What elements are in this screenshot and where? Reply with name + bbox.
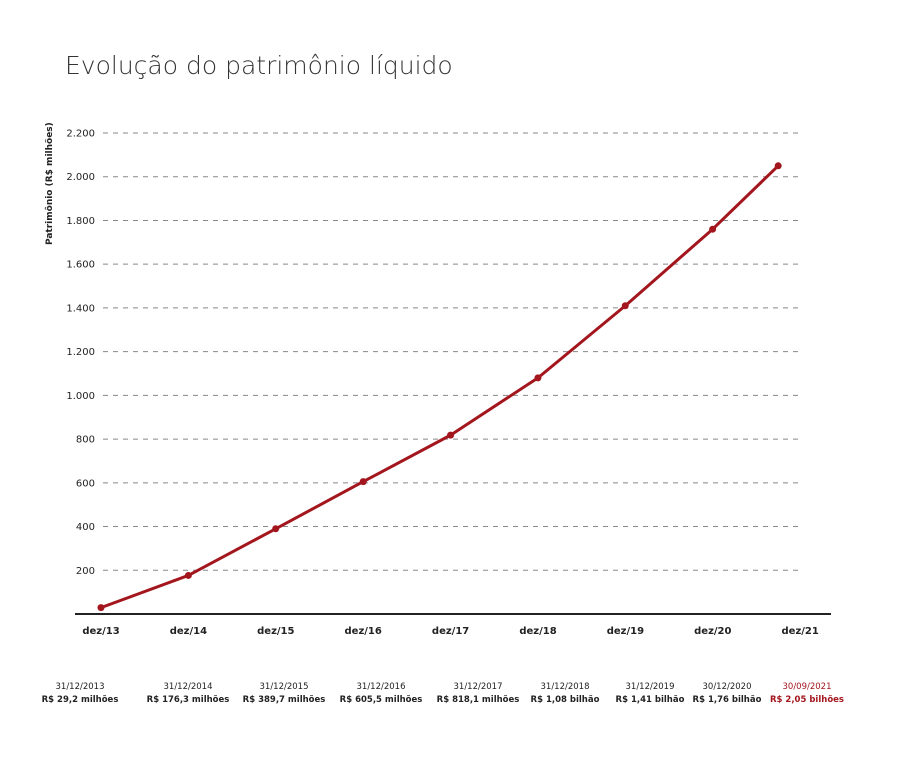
data-point — [97, 604, 105, 612]
x-tick-label: dez/16 — [345, 626, 382, 637]
annotation-date: 30/12/2020 — [703, 682, 752, 692]
y-axis-label: Patrimônio (R$ milhões) — [44, 122, 55, 245]
data-point — [709, 225, 717, 233]
y-tick-label: 200 — [76, 566, 95, 577]
annotation-date: 31/12/2018 — [541, 682, 590, 692]
y-tick-label: 1.000 — [66, 391, 95, 402]
annotation-value: R$ 1,41 bilhão — [616, 695, 685, 705]
y-tick-label: 1.400 — [66, 303, 95, 314]
annotation-value: R$ 1,08 bilhão — [531, 695, 600, 705]
data-point — [184, 571, 192, 579]
x-tick-label: dez/14 — [170, 626, 207, 637]
annotation-date: 31/12/2013 — [56, 682, 105, 692]
x-tick-label: dez/20 — [694, 626, 731, 637]
x-tick-label: dez/19 — [607, 626, 644, 637]
annotation-value: R$ 1,76 bilhão — [693, 695, 762, 705]
annotation-date: 31/12/2016 — [357, 682, 406, 692]
annotation-value: R$ 2,05 bilhões — [770, 695, 844, 705]
annotation-date: 31/12/2017 — [454, 682, 503, 692]
x-tick-label: dez/17 — [432, 626, 469, 637]
y-tick-label: 1.200 — [66, 347, 95, 358]
y-tick-label: 400 — [76, 522, 95, 533]
chart-title: Evolução do patrimônio líquido — [65, 51, 453, 80]
annotation-date: 30/09/2021 — [783, 682, 832, 692]
annotation-value: R$ 389,7 milhões — [243, 695, 326, 705]
annotation-value: R$ 176,3 milhões — [147, 695, 230, 705]
data-point — [774, 162, 782, 170]
x-tick-label: dez/21 — [782, 626, 819, 637]
data-point — [272, 525, 280, 533]
annotation-date: 31/12/2015 — [260, 682, 309, 692]
annotation-value: R$ 605,5 milhões — [340, 695, 423, 705]
x-tick-label: dez/15 — [257, 626, 294, 637]
annotation-value: R$ 29,2 milhões — [42, 695, 119, 705]
data-point — [534, 374, 542, 382]
annotation-date: 31/12/2019 — [626, 682, 675, 692]
data-point — [447, 431, 455, 439]
annotation-date: 31/12/2014 — [164, 682, 213, 692]
series-line — [100, 164, 780, 610]
data-point — [621, 302, 629, 310]
y-tick-label: 1.800 — [66, 216, 95, 227]
annotation-value: R$ 818,1 milhões — [437, 695, 520, 705]
y-tick-label: 1.600 — [66, 260, 95, 271]
y-tick-label: 2.200 — [66, 129, 95, 140]
data-point — [359, 478, 367, 486]
x-tick-label: dez/13 — [82, 626, 119, 637]
x-tick-label: dez/18 — [519, 626, 556, 637]
y-tick-label: 600 — [76, 478, 95, 489]
y-tick-label: 800 — [76, 435, 95, 446]
y-tick-label: 2.000 — [66, 172, 95, 183]
